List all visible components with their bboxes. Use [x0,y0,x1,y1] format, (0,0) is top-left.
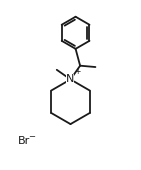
Text: N: N [66,74,74,84]
Text: Br: Br [17,136,30,146]
Text: +: + [75,66,81,75]
Text: −: − [28,132,35,141]
